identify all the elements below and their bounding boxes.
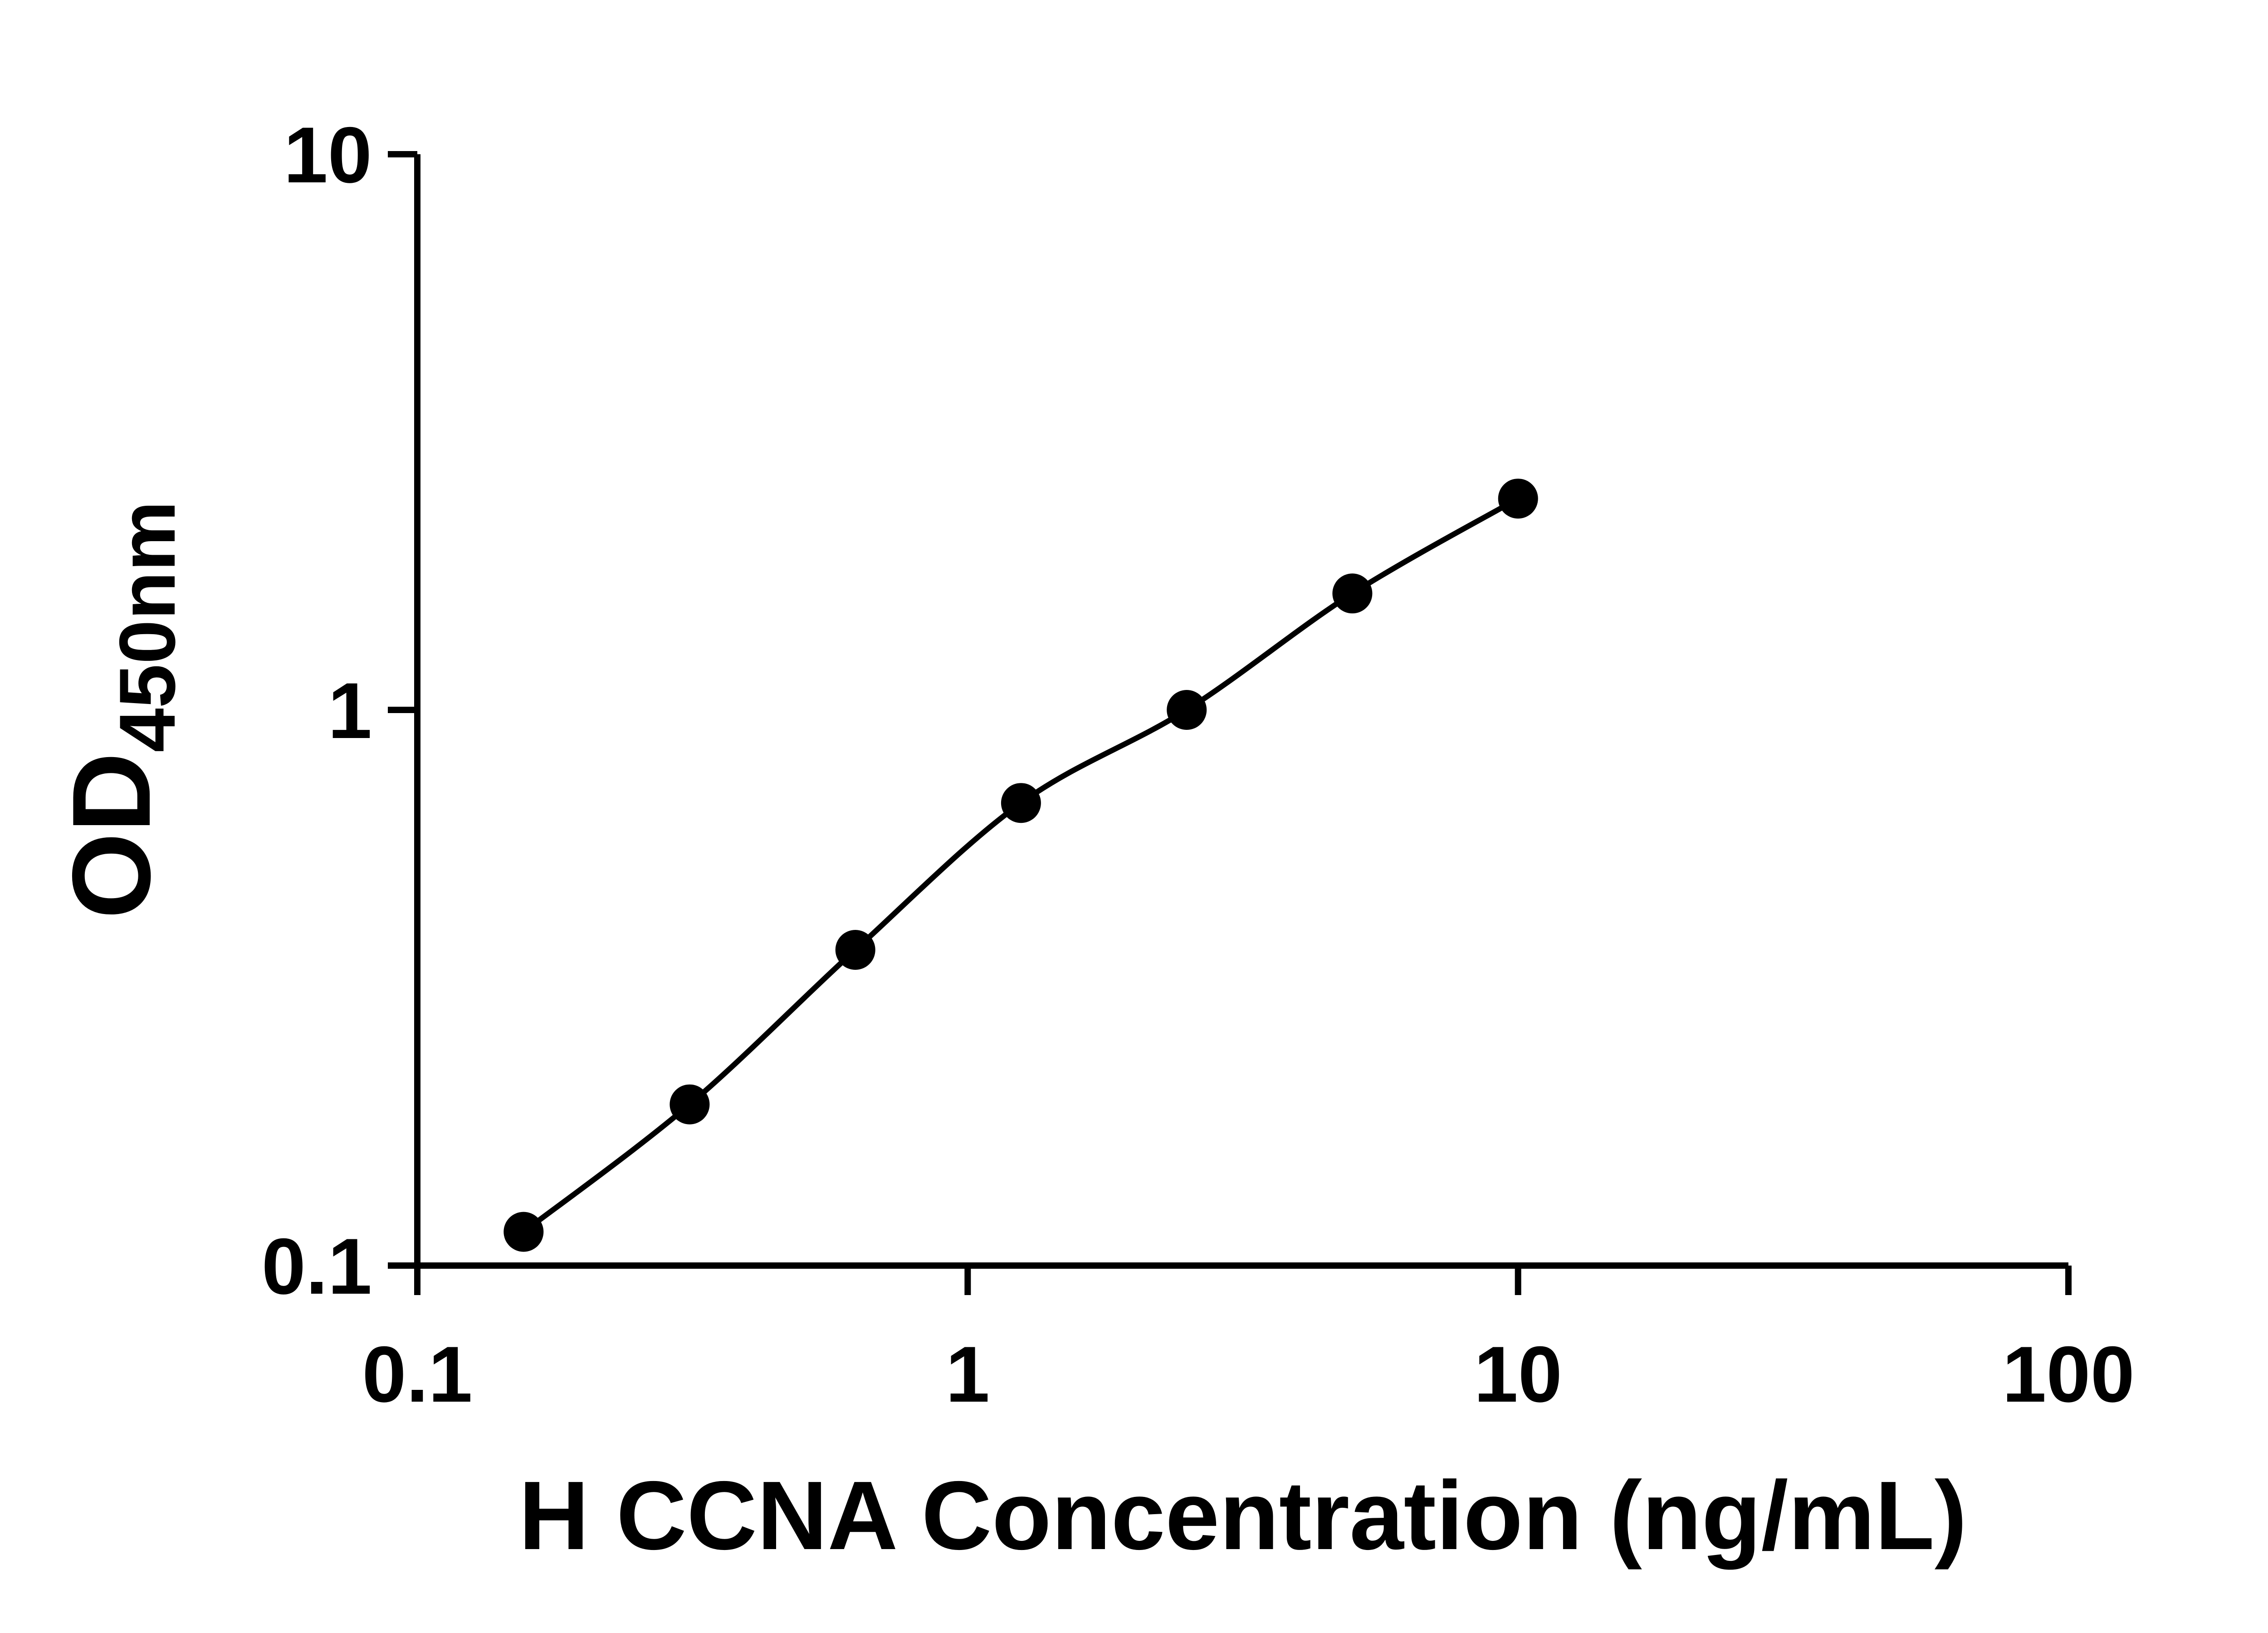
axes-layer: 0.1 1 10 100 0.1 1 10 xyxy=(262,111,2135,1419)
fit-curve xyxy=(521,496,1521,1235)
y-axis-title: OD450nm xyxy=(49,501,192,919)
y-tick-label: 0.1 xyxy=(262,1222,372,1311)
y-axis-title-main: OD xyxy=(49,752,173,919)
x-tick-label: 10 xyxy=(1474,1330,1562,1419)
data-point xyxy=(1498,479,1538,519)
x-axis-title: H CCNA Concentration (ng/mL) xyxy=(519,1461,1967,1570)
x-tick-label: 100 xyxy=(2002,1330,2135,1419)
series-layer xyxy=(503,479,1538,1252)
x-tick-label: 0.1 xyxy=(362,1330,472,1419)
data-point xyxy=(835,930,875,970)
data-point xyxy=(1001,783,1041,823)
data-point xyxy=(1167,690,1207,730)
y-tick-label: 1 xyxy=(328,667,372,755)
data-point xyxy=(1332,573,1373,614)
y-tick-label: 10 xyxy=(284,111,372,200)
y-axis-title-subscript: 450nm xyxy=(103,501,192,752)
data-point xyxy=(503,1212,544,1252)
x-tick-label: 1 xyxy=(946,1330,990,1419)
data-point xyxy=(670,1084,710,1125)
